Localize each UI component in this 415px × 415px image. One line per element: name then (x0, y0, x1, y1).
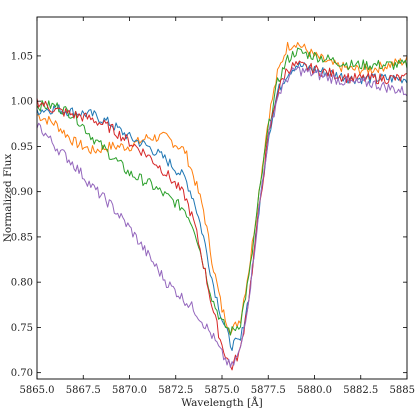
series-layer (36, 41, 408, 371)
x-tick-label: 5870.0 (112, 385, 147, 396)
x-tick-label: 5875.0 (205, 385, 240, 396)
y-axis-label: Normalized Flux (2, 154, 14, 243)
plot-frame (36, 16, 408, 380)
x-tick-label: 5872.5 (158, 385, 193, 396)
x-axis-ticks: 5865.0 5867.5 5870.0 5872.5 5875.0 5877.5 5880… (20, 17, 415, 396)
x-tick-label: 5877.5 (251, 385, 286, 396)
spectrum-series-5 (36, 66, 408, 368)
spectrum-series-4 (36, 60, 408, 371)
x-tick-label: 5867.5 (66, 385, 101, 396)
y-tick-label: 0.95 (11, 142, 33, 153)
y-tick-label: 0.75 (11, 323, 33, 334)
spectrum-series-3 (36, 47, 408, 336)
y-axis-ticks: 0.70 0.75 0.80 0.85 0.90 0.95 1.00 1.05 (11, 51, 407, 379)
y-tick-label: 0.70 (11, 368, 33, 379)
y-tick-label: 1.05 (11, 51, 33, 62)
x-tick-label: 5880.0 (297, 385, 332, 396)
y-tick-label: 0.80 (11, 278, 33, 289)
x-tick-label: 5885.0 (390, 385, 415, 396)
x-axis-label: Wavelength [Å] (181, 395, 262, 409)
y-tick-label: 0.90 (11, 187, 33, 198)
x-tick-label: 5865.0 (20, 385, 55, 396)
y-tick-label: 1.00 (11, 97, 33, 108)
y-tick-label: 0.85 (11, 232, 33, 243)
spectrum-series-1 (36, 41, 408, 336)
spectrum-series-2 (36, 61, 408, 351)
x-tick-label: 5882.5 (343, 385, 378, 396)
